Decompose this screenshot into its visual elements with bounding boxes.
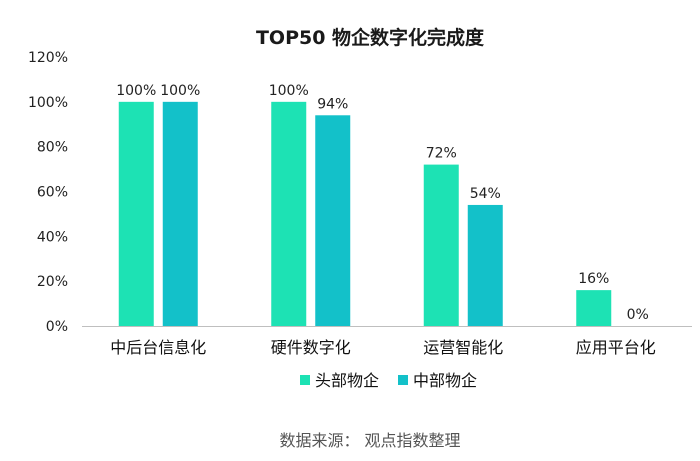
data-labels: 100% 100% 100%94%72%54%16%0%	[116, 83, 649, 323]
category-label: 应用平台化	[576, 338, 656, 357]
bar-1-1	[118, 101, 154, 326]
y-tick-label: 20%	[37, 274, 68, 290]
data-label: 72%	[426, 146, 457, 162]
source-note: 数据来源： 观点指数整理	[279, 431, 460, 450]
bar-2-3	[467, 204, 503, 326]
legend-label: 头部物企	[315, 371, 379, 390]
data-label: 16%	[578, 271, 609, 287]
category-label: 中后台信息化	[110, 338, 206, 357]
legend-swatch	[398, 375, 408, 385]
category-label: 硬件数字化	[271, 338, 351, 357]
y-axis: 0% 20% 40% 60% 80% 100% 120%	[28, 50, 68, 335]
data-label: 100%	[160, 83, 200, 99]
chart-title: TOP50 物企数字化完成度	[256, 26, 485, 49]
y-tick-label: 40%	[37, 229, 68, 245]
legend-label: 中部物企	[413, 371, 477, 390]
x-axis-labels: 中后台信息化 硬件数字化 运营智能化 应用平台化	[110, 338, 656, 357]
y-tick-label: 60%	[37, 185, 68, 201]
legend-swatch	[300, 375, 310, 385]
bar-2-1	[162, 101, 198, 326]
bar-2-2	[315, 115, 351, 327]
data-label: 100%	[116, 83, 156, 99]
data-label: 54%	[470, 186, 501, 202]
y-tick-label: 80%	[37, 140, 68, 156]
bars	[118, 101, 612, 327]
bar-1-3	[423, 164, 459, 326]
y-tick-label: 100%	[28, 95, 68, 111]
legend: 头部物企 中部物企	[300, 371, 477, 390]
data-label: 94%	[317, 96, 348, 112]
data-label: 100%	[269, 83, 309, 99]
bar-1-2	[271, 101, 307, 326]
data-label: 0%	[627, 307, 649, 323]
category-label: 运营智能化	[423, 338, 503, 357]
bar-1-4	[576, 290, 612, 326]
y-tick-label: 120%	[28, 50, 68, 66]
y-tick-label: 0%	[46, 319, 68, 335]
